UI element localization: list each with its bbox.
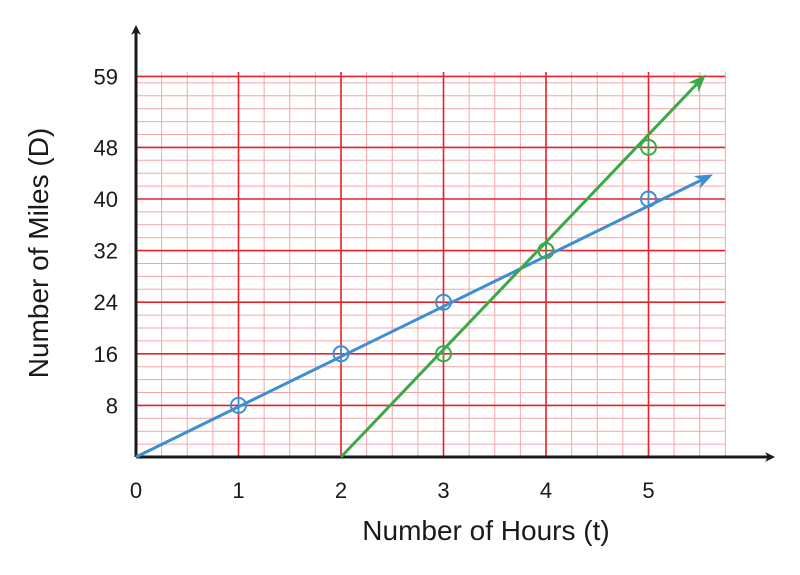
y-tick-label: 48 bbox=[94, 135, 118, 160]
data-point bbox=[640, 190, 657, 208]
data-point bbox=[230, 396, 247, 414]
series-group bbox=[135, 74, 713, 459]
data-point bbox=[537, 242, 555, 260]
series-2 bbox=[339, 74, 706, 459]
x-tick-label: 1 bbox=[232, 478, 244, 503]
x-tick-label: 0 bbox=[130, 478, 142, 503]
series-1-line bbox=[135, 174, 713, 459]
y-tick-label: 24 bbox=[94, 290, 118, 315]
y-tick-label: 32 bbox=[94, 239, 118, 264]
y-tick-label: 16 bbox=[94, 342, 118, 367]
x-tick-label: 2 bbox=[335, 478, 347, 503]
series-1 bbox=[135, 174, 713, 459]
data-point bbox=[640, 138, 657, 156]
y-axis-title: Number of Miles (D) bbox=[23, 128, 54, 378]
data-point bbox=[435, 293, 452, 311]
grid bbox=[136, 72, 726, 457]
y-tick-label: 59 bbox=[94, 64, 118, 89]
x-tick-label: 3 bbox=[437, 478, 449, 503]
x-tick-label: 4 bbox=[540, 478, 552, 503]
x-tick-label: 5 bbox=[642, 478, 654, 503]
axes bbox=[131, 25, 775, 462]
data-point bbox=[435, 345, 452, 363]
tick-labels: 0 1 2 3 4 5 8 16 24 32 40 48 59 bbox=[94, 64, 655, 503]
x-axis-title: Number of Hours (t) bbox=[362, 515, 609, 546]
series-2-line bbox=[339, 74, 706, 459]
y-tick-label: 40 bbox=[94, 187, 118, 212]
data-point bbox=[332, 345, 350, 363]
y-tick-label: 8 bbox=[106, 393, 118, 418]
